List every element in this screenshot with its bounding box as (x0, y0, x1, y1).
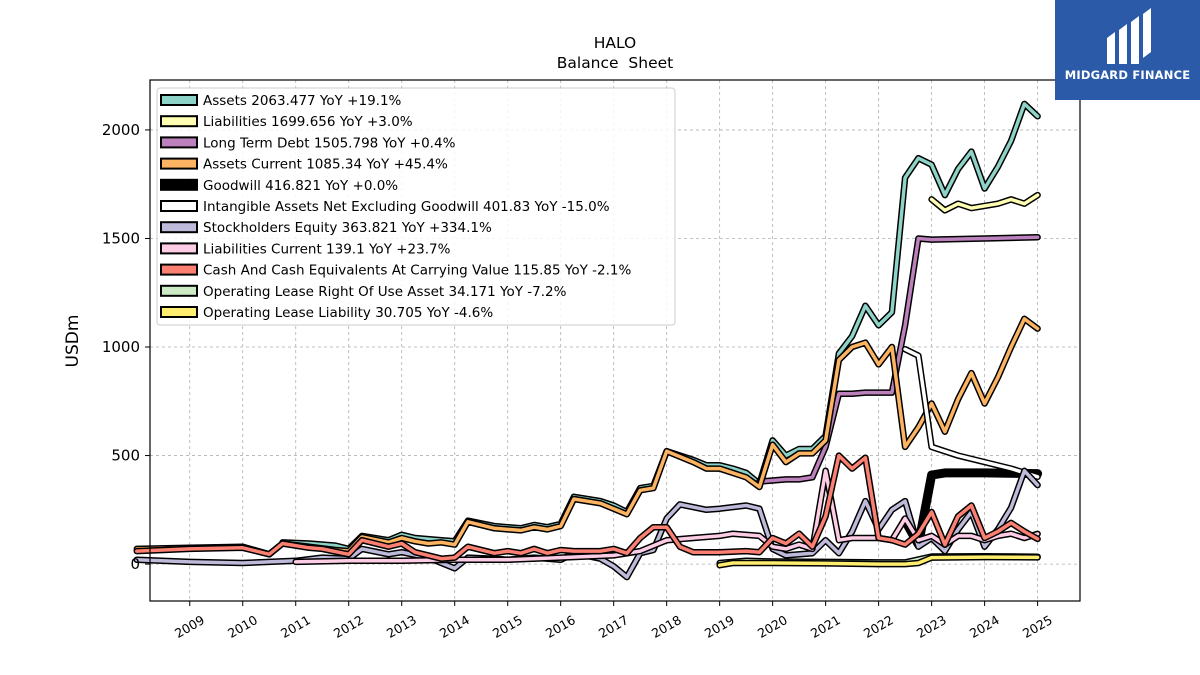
legend-label: Assets Current 1085.34 YoY +45.4% (203, 157, 448, 173)
x-tick-label: 2019 (702, 612, 737, 641)
legend-swatch-box (160, 284, 198, 297)
y-tick-label: 500 (111, 447, 140, 465)
series-10 (716, 553, 1041, 569)
legend-swatch (160, 263, 198, 276)
series-line (135, 317, 1040, 557)
x-tick-label: 2013 (384, 612, 419, 641)
legend-swatch-box (160, 178, 198, 191)
y-tick-label: 0 (130, 555, 140, 573)
y-tick-label: 2000 (102, 121, 140, 139)
legend-swatch (160, 200, 198, 212)
legend-label: Assets 2063.477 YoY +19.1% (203, 93, 402, 109)
brand-logo: MIDGARD FINANCE (1055, 0, 1200, 100)
y-tick-label: 1000 (102, 338, 140, 356)
legend-swatch (160, 94, 198, 106)
y-axis-label: USDm (63, 315, 83, 368)
x-tick-label: 2011 (278, 612, 313, 641)
legend-swatch-box (160, 115, 198, 128)
legend-swatch (160, 284, 198, 297)
legend-swatch (160, 157, 198, 170)
y-tick-label: 1500 (102, 229, 140, 247)
x-tick-label: 2023 (914, 612, 949, 641)
x-tick-label: 2017 (596, 612, 631, 641)
legend-swatch-box (160, 242, 198, 255)
legend-label: Stockholders Equity 363.821 YoY +334.1% (203, 220, 492, 236)
chart-title: HALO (594, 34, 637, 52)
series-line (717, 555, 1040, 567)
series-7 (292, 467, 1041, 566)
legend-swatch (160, 115, 198, 128)
series-line (293, 469, 1040, 564)
x-tick-label: 2009 (172, 612, 207, 641)
series-line (903, 347, 1040, 479)
x-tick-label: 2021 (808, 612, 843, 641)
x-tick-label: 2025 (1020, 612, 1055, 641)
legend-label: Goodwill 416.821 YoY +0.0% (203, 178, 398, 194)
series-3 (133, 315, 1041, 558)
x-tick-label: 2015 (490, 612, 525, 641)
legend-label: Liabilities Current 139.1 YoY +23.7% (203, 241, 451, 257)
x-tick-label: 2020 (755, 612, 790, 641)
legend-label: Intangible Assets Net Excluding Goodwill… (203, 199, 610, 215)
series-5 (901, 345, 1041, 481)
legend-swatch (160, 242, 198, 255)
legend-swatch-box (160, 263, 198, 276)
legend-label: Long Term Debt 1505.798 YoY +0.4% (203, 135, 456, 151)
x-tick-label: 2018 (649, 612, 684, 641)
legend-swatch (160, 306, 198, 318)
legend-label: Cash And Cash Equivalents At Carrying Va… (203, 263, 631, 279)
legend-box (156, 87, 676, 326)
legend-label: Liabilities 1699.656 YoY +3.0% (203, 114, 413, 130)
legend-label: Operating Lease Liability 30.705 YoY -4.… (203, 305, 493, 321)
legend-swatch (160, 221, 198, 234)
x-tick-label: 2024 (967, 612, 1002, 641)
series-line (929, 193, 1040, 213)
legend: Assets 2063.477 YoY +19.1% Liabilities 16… (156, 87, 676, 326)
x-tick-label: 2022 (861, 612, 896, 641)
plot-area-frame (149, 79, 1081, 602)
x-tick-label: 2012 (331, 612, 366, 641)
series-8 (133, 452, 1041, 562)
x-tick-label: 2010 (225, 612, 260, 641)
series-1 (928, 191, 1041, 214)
legend-swatch-box (160, 200, 198, 212)
series-lines (133, 100, 1043, 581)
legend-swatch (160, 136, 198, 149)
legend-swatch-box (160, 94, 198, 106)
brand-name: MIDGARD FINANCE (1064, 68, 1191, 82)
series-line (757, 235, 1040, 484)
legend-swatch-box (160, 136, 198, 149)
logo-mark-icon (1107, 8, 1151, 64)
x-tick-label: 2014 (437, 612, 472, 641)
chart-subtitle: Balance Sheet (557, 54, 674, 72)
x-tick-label: 2016 (543, 612, 578, 641)
legend-swatch-box (160, 157, 198, 170)
legend-swatch-box (160, 306, 198, 318)
legend-label: Operating Lease Right Of Use Asset 34.17… (203, 284, 567, 300)
legend-swatch (160, 178, 198, 191)
legend-swatch-box (160, 221, 198, 234)
series-line (135, 453, 1040, 561)
series-2 (756, 233, 1041, 485)
